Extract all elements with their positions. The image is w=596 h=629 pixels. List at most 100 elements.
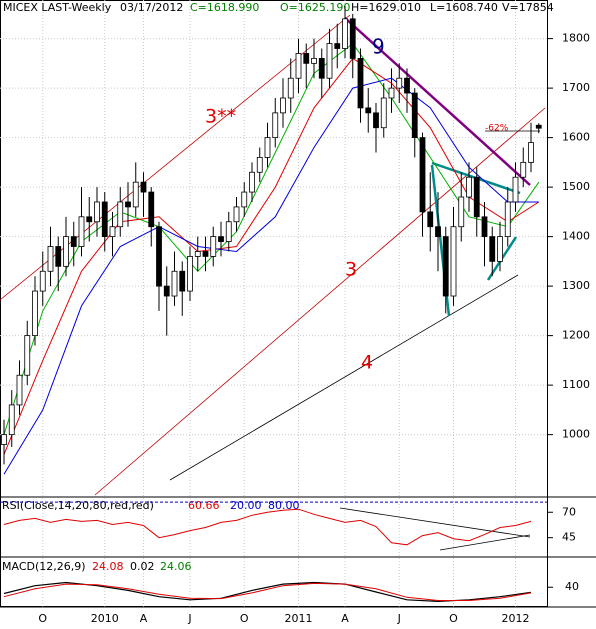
x-tick-label: A — [140, 612, 148, 625]
header-close: C=1618.990 — [190, 1, 259, 14]
candle-body — [435, 226, 441, 238]
macd-value: 24.08 — [92, 560, 124, 573]
candle-body — [202, 251, 209, 257]
y-tick-label: 1000 — [562, 428, 590, 441]
support-line — [169, 274, 519, 481]
candle-body — [16, 374, 23, 406]
candle-body — [132, 181, 139, 208]
annotation: 3** — [205, 106, 236, 128]
candle-body — [241, 191, 248, 208]
rsi-low: 20.00 — [230, 499, 262, 512]
x-tick-label: A — [341, 612, 349, 625]
macd-title: MACD(12,26,9) — [2, 560, 86, 573]
downtrend-line — [344, 17, 531, 186]
y-tick-label: 1800 — [562, 32, 590, 45]
candle-body — [117, 201, 124, 228]
y-tick-label: 40 — [565, 580, 579, 593]
y-tick-label: 45 — [562, 531, 576, 544]
rsi-line — [3, 508, 532, 546]
header-open: O=1625.190 — [280, 1, 350, 14]
y-tick-label: 1600 — [562, 131, 590, 144]
moving-average — [3, 77, 539, 475]
candle-body — [78, 216, 85, 247]
candle-body — [171, 270, 178, 297]
candle-body — [489, 236, 496, 262]
candle-body — [187, 256, 193, 292]
candle-body — [140, 181, 147, 193]
annotation: 9 — [372, 35, 385, 59]
candle-body — [357, 58, 364, 109]
candle-body — [163, 285, 170, 297]
candle-body — [55, 246, 62, 267]
header-low: L=1608.740 — [430, 1, 498, 14]
candle-body — [512, 176, 519, 203]
candle-body — [233, 206, 240, 223]
candle-body — [318, 58, 325, 79]
candle-body — [404, 77, 410, 94]
candle-body — [24, 335, 31, 376]
x-tick-label: 2012 — [502, 612, 530, 625]
candle-body — [411, 92, 418, 139]
x-tick-label: O — [240, 612, 249, 625]
candle-body — [497, 236, 503, 262]
channel-line — [94, 107, 546, 496]
candle-body — [365, 107, 372, 114]
candle-body — [504, 201, 511, 238]
annotation: -62% — [485, 124, 509, 134]
candle-body — [326, 43, 333, 79]
candle-body — [210, 236, 217, 257]
candle-body — [101, 201, 108, 238]
y-tick-label: 1700 — [562, 81, 590, 94]
candle-body — [1, 434, 7, 445]
y-tick-label: 70 — [562, 505, 576, 518]
candle-body — [47, 246, 54, 272]
candle-body — [535, 124, 542, 129]
rsi-title: RSI(Close,14,20,80,red,red) — [2, 499, 154, 512]
rsi-trend — [439, 534, 531, 551]
y-tick-label: 1500 — [562, 180, 590, 193]
candle-body — [342, 18, 348, 49]
y-tick-label: 1400 — [562, 230, 590, 243]
candle-body — [303, 53, 310, 64]
candle-body — [63, 236, 69, 267]
candle-body — [473, 176, 480, 218]
macd-line — [3, 581, 532, 603]
candle-body — [156, 226, 162, 287]
candle-body — [396, 77, 403, 89]
candle-body — [70, 236, 77, 247]
candle-body — [218, 236, 224, 242]
candle-body — [311, 58, 317, 64]
candle-body — [125, 201, 131, 208]
rsi-value: 60.66 — [188, 499, 220, 512]
candle-body — [86, 216, 93, 223]
candle-body — [272, 112, 279, 139]
rsi-trend — [339, 507, 531, 538]
candle-body — [481, 216, 488, 238]
signal-line — [3, 582, 532, 601]
candle-body — [287, 77, 294, 99]
x-tick-label: J — [187, 612, 191, 625]
candle-body — [334, 43, 341, 49]
candle-body — [256, 157, 263, 173]
x-tick-label: J — [397, 612, 401, 625]
y-tick-label: 1300 — [562, 279, 590, 292]
candle-body — [380, 97, 387, 129]
candle-body — [225, 221, 232, 242]
moving-average — [3, 57, 540, 455]
candle-body — [466, 176, 472, 198]
y-tick-label: 1100 — [562, 378, 590, 391]
candle-body — [419, 137, 426, 213]
macd-hist: 0.02 — [130, 560, 155, 573]
candle-body — [349, 18, 356, 59]
candle-body — [520, 161, 527, 178]
header-high: H=1629.010 — [351, 1, 421, 14]
x-tick-label: O — [38, 612, 47, 625]
candle-body — [39, 270, 46, 292]
candle-body — [280, 97, 286, 114]
annotation: 3 — [345, 259, 357, 281]
moving-average — [3, 42, 540, 435]
macd-signal: 24.06 — [160, 560, 192, 573]
candle-body — [388, 87, 395, 99]
y-tick-label: 1200 — [562, 329, 590, 342]
